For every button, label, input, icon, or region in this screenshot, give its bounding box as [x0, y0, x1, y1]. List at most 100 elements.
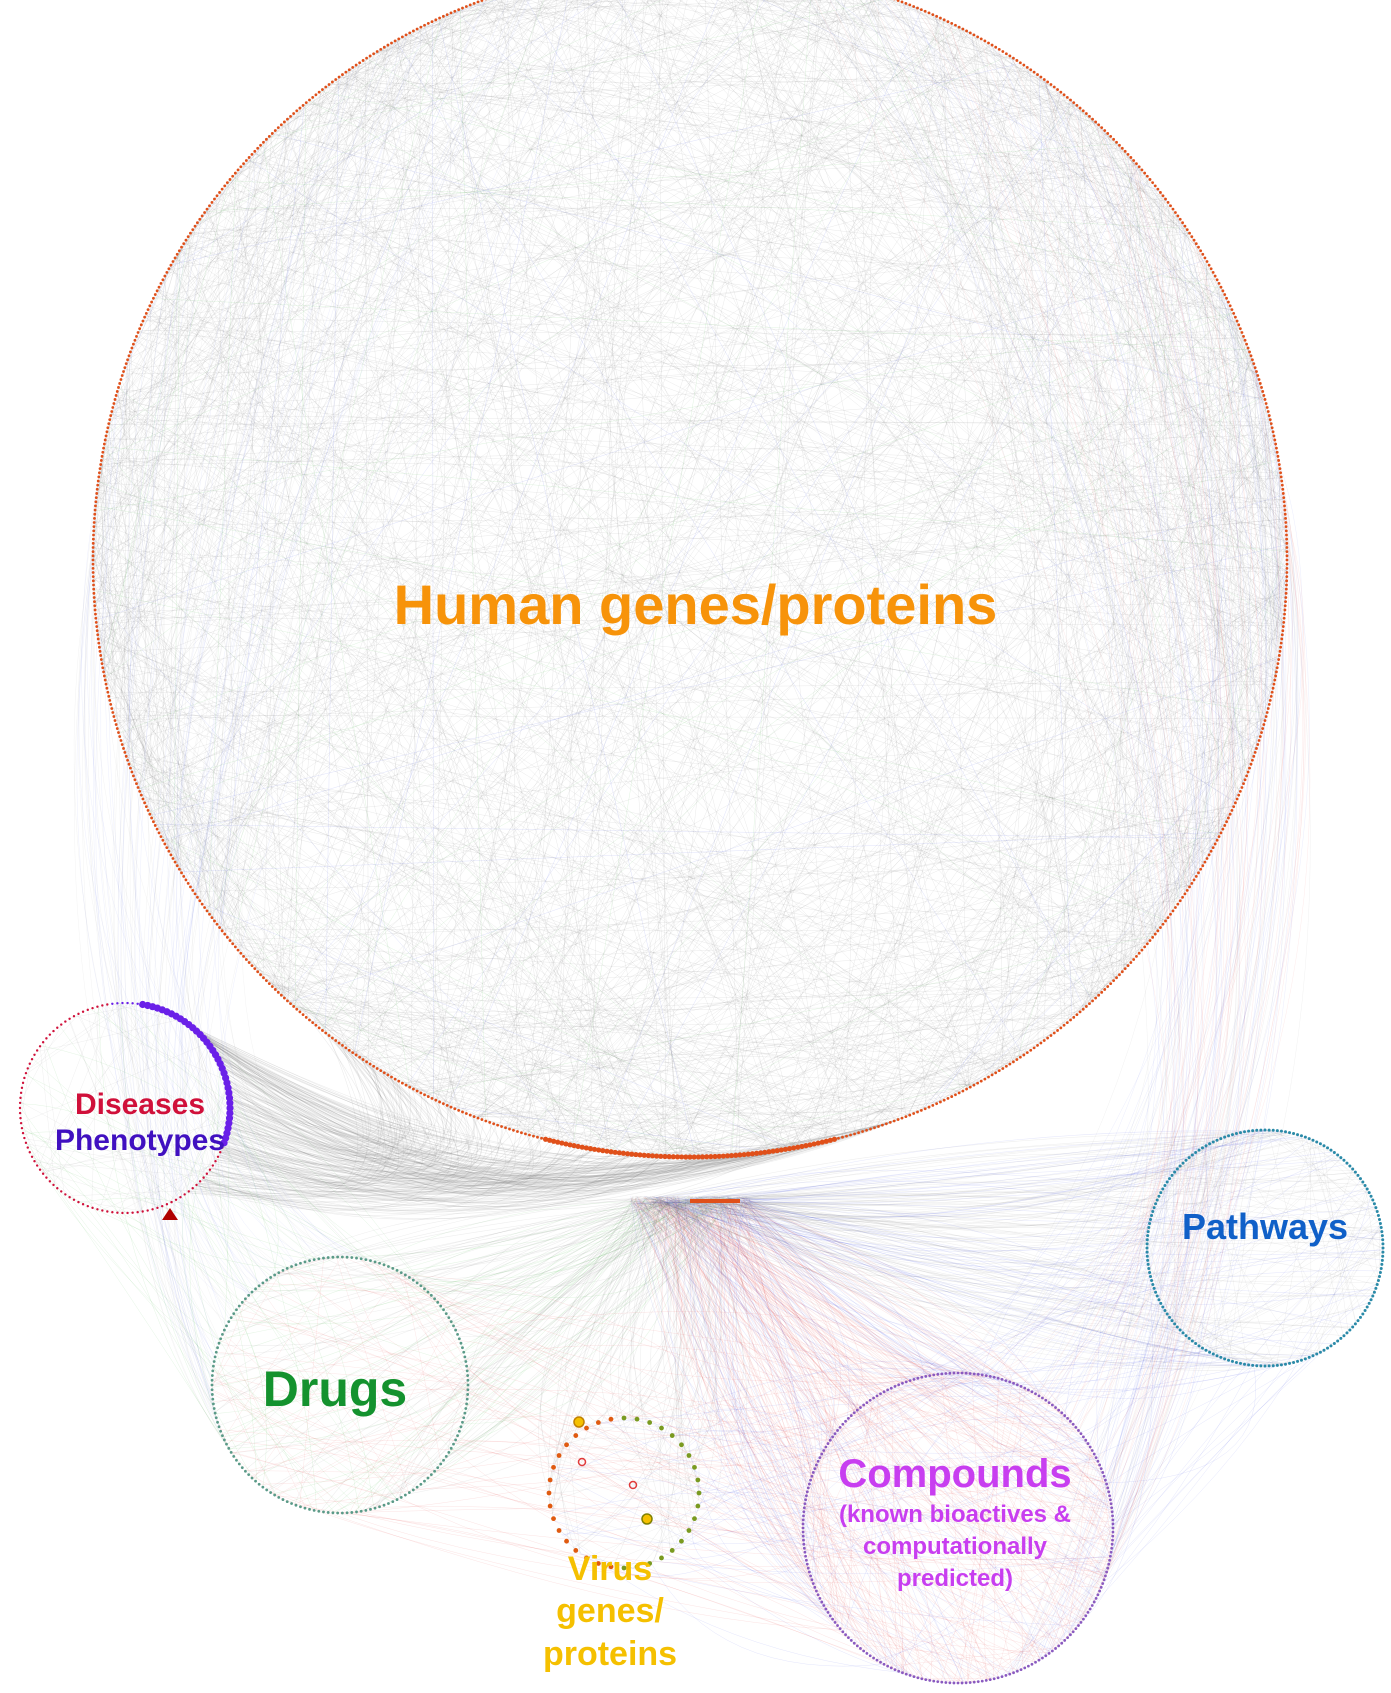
human-interaction-edge — [92, 15, 445, 560]
compound-node — [893, 1385, 897, 1388]
human-gene-node — [1164, 919, 1167, 923]
human-interaction-edge — [103, 38, 400, 673]
human-gene-node — [987, 1075, 990, 1079]
human-interaction-edge — [183, 243, 1286, 607]
drug-node — [399, 1271, 403, 1275]
intra-cluster-edge — [550, 1508, 678, 1547]
human-gene-node — [1228, 304, 1232, 308]
human-gene-node — [242, 162, 245, 166]
compound-node — [859, 1406, 862, 1409]
human-interaction-edge — [787, 658, 1279, 1150]
human-gene-node — [1267, 414, 1271, 417]
human-interaction-edge — [138, 787, 1119, 976]
pathway-node — [1279, 1363, 1283, 1367]
human-interaction-edge — [226, 182, 1237, 803]
human-gene-node — [1237, 323, 1241, 327]
human-gene-node — [430, 1096, 434, 1100]
compound-node — [841, 1630, 845, 1634]
drug-node — [359, 1509, 363, 1513]
human-gene-node — [169, 853, 173, 857]
gene-compound-edge — [630, 1200, 1009, 1675]
human-interaction-edge — [403, 884, 1192, 1084]
human-interaction-edge — [101, 659, 515, 1131]
human-gene-node — [1018, 61, 1022, 65]
pathway-node — [1230, 1359, 1234, 1363]
human-interaction-edge — [593, 66, 1027, 1150]
human-gene-node — [358, 1055, 362, 1059]
drug-node — [449, 1320, 453, 1324]
drug-node — [411, 1278, 415, 1282]
gene-disease-edge — [226, 1079, 401, 1188]
human-interaction-edge — [530, 0, 1258, 375]
human-gene-node — [1103, 988, 1107, 991]
drug-node — [229, 1316, 233, 1320]
drug-node — [411, 1488, 415, 1492]
human-interaction-edge — [184, 242, 1190, 887]
human-interaction-edge — [912, 1018, 1073, 1115]
human-interaction-edge — [350, 68, 896, 1121]
human-interaction-edge — [115, 90, 1059, 398]
pathway-node — [1211, 1352, 1215, 1356]
human-interaction-edge — [1087, 114, 1258, 373]
compound-node — [1004, 1674, 1008, 1677]
human-interaction-edge — [513, 30, 966, 1131]
gene-disease-edge — [221, 1065, 782, 1177]
human-interaction-edge — [472, 3, 1078, 106]
drug-node — [217, 1341, 221, 1345]
gene-compound-edge — [720, 1202, 814, 1583]
human-interaction-edge — [1220, 287, 1253, 762]
gene-disease-edge — [228, 1121, 555, 1187]
human-gene-node — [1213, 274, 1217, 278]
human-interaction-edge — [111, 707, 1231, 815]
human-interaction-edge — [126, 758, 410, 1088]
human-gene-node — [341, 1044, 344, 1047]
human-gene-node — [504, 1126, 507, 1130]
human-gene-node — [1252, 362, 1256, 366]
human-interaction-edge — [424, 934, 1155, 1095]
pathway-node — [1227, 1358, 1231, 1362]
drug-node — [250, 1290, 254, 1294]
human-interaction-edge — [856, 0, 1090, 1005]
gene-compound-edge — [712, 1198, 1113, 1513]
human-gene-node — [1188, 885, 1191, 889]
human-interaction-edge — [1043, 107, 1080, 1042]
human-interaction-edge — [138, 330, 1244, 336]
gene-compound-edge — [666, 1202, 906, 1675]
human-interaction-edge — [220, 104, 305, 929]
pathway-node — [1303, 1357, 1307, 1361]
drug-node — [382, 1263, 386, 1267]
human-interaction-edge — [853, 121, 1096, 1135]
pathway-node — [1251, 1363, 1255, 1367]
human-gene-node — [372, 1064, 376, 1068]
human-interaction-edge — [1190, 235, 1266, 402]
human-gene-node — [1112, 979, 1116, 983]
gene-disease-edge — [226, 1083, 662, 1196]
human-interaction-edge — [148, 811, 266, 980]
human-interaction-edge — [1070, 100, 1284, 627]
human-gene-node — [180, 245, 183, 249]
disease-phenotype-node — [174, 1198, 178, 1201]
gene-compound-edge — [655, 1196, 1088, 1443]
human-interaction-edge — [474, 1110, 920, 1118]
human-interaction-edge — [99, 0, 628, 650]
human-gene-node — [177, 249, 181, 253]
gene-disease-edge — [225, 1079, 780, 1196]
disease-phenotype-node — [60, 1190, 63, 1193]
human-interaction-edge — [780, 987, 1107, 1151]
gene-compound-edge — [708, 1202, 1051, 1404]
human-interaction-edge — [98, 638, 1063, 1028]
human-interaction-edge — [142, 164, 1138, 322]
human-interaction-edge — [841, 0, 1018, 62]
gene-compound-edge — [745, 1197, 1075, 1426]
human-gene-node — [1056, 1029, 1059, 1032]
human-interaction-edge — [114, 399, 1129, 966]
gene-compound-edge — [639, 1201, 1005, 1381]
drug-node — [227, 1446, 231, 1450]
human-interaction-edge — [534, 975, 1119, 1137]
human-gene-node — [314, 93, 318, 97]
human-gene-node — [102, 442, 106, 446]
human-gene-node — [419, 1091, 423, 1095]
compound-node — [868, 1398, 872, 1402]
disease-phenotype-node — [60, 1023, 63, 1026]
human-gene-node — [126, 358, 129, 362]
